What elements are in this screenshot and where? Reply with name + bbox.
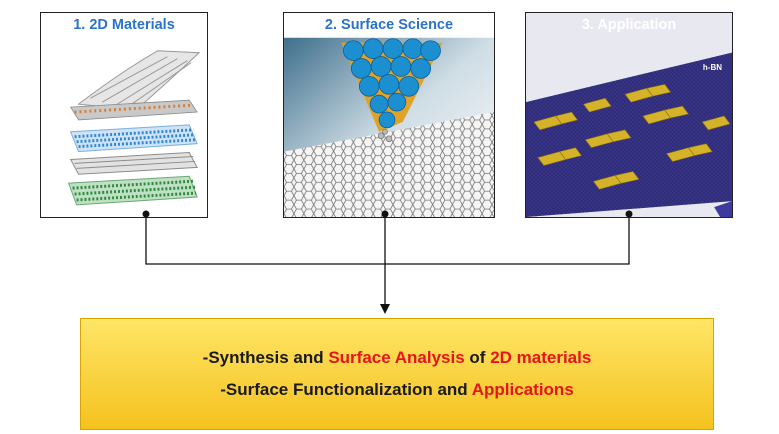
hbn-layer — [69, 124, 198, 153]
connector-line-right — [385, 214, 630, 265]
summary-box: -Synthesis and Surface Analysis of 2D ma… — [80, 318, 714, 430]
gold-contact-pads — [533, 83, 731, 190]
summary-line-1: -Synthesis and Surface Analysis of 2D ma… — [203, 348, 592, 368]
summary-text: of — [464, 348, 491, 367]
summary-highlight: Surface Analysis — [328, 348, 465, 367]
panel-title: 2. Surface Science — [324, 17, 454, 33]
graphene-layer-2 — [69, 152, 198, 175]
tmd-layer — [69, 99, 198, 121]
panel-2d-materials: 1. 2D Materials — [40, 12, 208, 218]
device-array-illustration — [526, 13, 732, 217]
panel-surface-science: 2. Surface Science — [283, 12, 495, 218]
summary-highlight: 2D materials — [490, 348, 592, 367]
connector-line-left — [145, 214, 385, 265]
summary-line-2: -Surface Functionalization and Applicati… — [220, 380, 574, 400]
afm-tip-illustration — [284, 37, 494, 217]
afm-tip — [341, 38, 443, 132]
summary-text: -Surface Functionalization and — [220, 380, 472, 399]
molecule — [377, 129, 393, 143]
layered-2d-materials-illustration — [67, 50, 201, 206]
panel-application: 3. Application h-BN — [525, 12, 733, 218]
mos2-layer — [67, 175, 198, 206]
summary-highlight: Applications — [471, 380, 574, 399]
graphene-layer — [77, 50, 201, 111]
summary-text: -Synthesis and — [202, 348, 329, 367]
hbn-label: h-BN — [702, 63, 722, 72]
down-arrow-head — [380, 304, 390, 314]
panel-title: 1. 2D Materials — [73, 17, 175, 33]
panel-title: 3. Application — [581, 17, 677, 33]
